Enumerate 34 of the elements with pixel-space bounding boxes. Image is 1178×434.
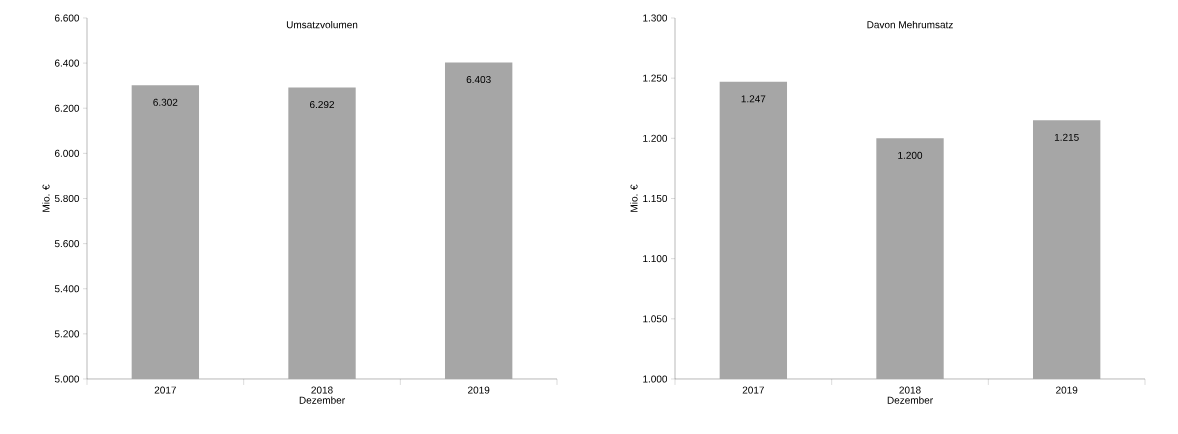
y-tick-label: 5.600: [54, 240, 80, 248]
y-tick-label: 6.400: [54, 59, 80, 67]
x-tick-label: 2017: [154, 386, 176, 394]
x-tick-label: 2017: [742, 386, 764, 394]
data-label: 1.215: [1054, 133, 1079, 141]
data-label: 6.403: [466, 75, 491, 84]
x-tick-label: 2018: [899, 386, 921, 394]
x-axis-title: Dezember: [299, 396, 345, 404]
y-tick-label: 6.000: [54, 149, 80, 157]
x-tick-label: 2019: [468, 386, 490, 394]
y-tick-label: 1.050: [643, 315, 668, 323]
y-tick-label: 1.200: [643, 134, 668, 142]
y-tick-label: 5.400: [54, 285, 80, 293]
x-axis-title: Dezember: [887, 396, 933, 404]
data-label: 1.200: [898, 151, 923, 159]
y-axis-title: Mio. €: [630, 184, 638, 212]
x-tick-label: 2019: [1056, 386, 1078, 394]
y-tick-label: 5.200: [54, 330, 80, 338]
data-label: 6.292: [310, 101, 335, 109]
y-tick-label: 5.800: [54, 194, 80, 203]
y-tick-label: 6.200: [54, 104, 80, 112]
y-axis-title: Mio. €: [42, 184, 50, 212]
x-tick-label: 2018: [311, 386, 333, 394]
data-label: 1.247: [741, 95, 766, 103]
chart-title: Davon Mehrumsatz: [867, 20, 953, 29]
y-tick-label: 1.300: [643, 14, 668, 22]
y-tick-label: 1.000: [643, 375, 668, 383]
chart-title: Umsatzvolumen: [286, 20, 358, 29]
y-tick-label: 1.150: [643, 194, 668, 203]
y-tick-label: 5.000: [54, 375, 80, 383]
y-tick-label: 6.600: [54, 14, 80, 22]
y-tick-label: 1.100: [643, 255, 668, 263]
y-tick-label: 1.250: [643, 74, 668, 82]
data-label: 6.302: [153, 98, 178, 106]
